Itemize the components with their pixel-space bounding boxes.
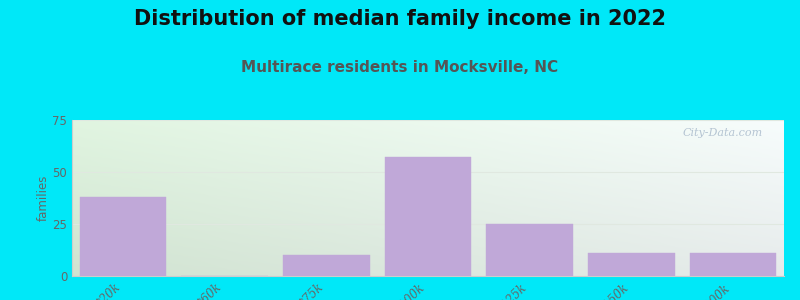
Bar <box>80 197 166 276</box>
Text: Distribution of median family income in 2022: Distribution of median family income in … <box>134 9 666 29</box>
Y-axis label: families: families <box>37 175 50 221</box>
Bar <box>690 253 776 276</box>
Text: City-Data.com: City-Data.com <box>682 128 762 138</box>
Text: Multirace residents in Mocksville, NC: Multirace residents in Mocksville, NC <box>242 60 558 75</box>
Bar <box>588 253 674 276</box>
Bar <box>486 224 573 276</box>
Bar <box>283 255 370 276</box>
Bar <box>385 158 471 276</box>
